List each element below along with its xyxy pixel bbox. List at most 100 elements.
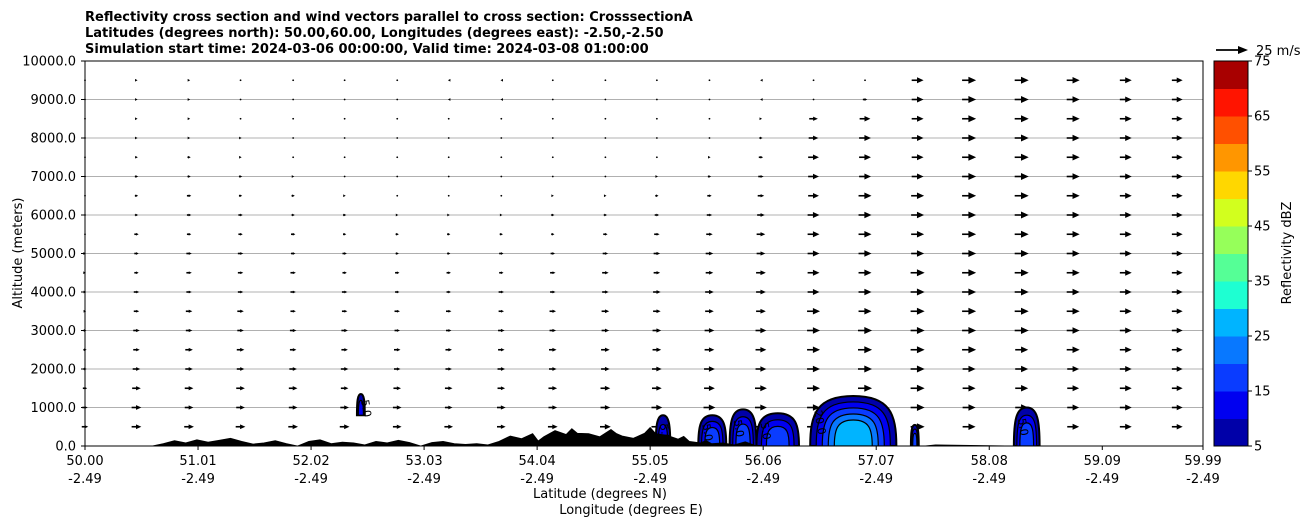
wind-vector bbox=[239, 155, 242, 159]
wind-vector bbox=[186, 271, 192, 275]
wind-vector bbox=[708, 98, 711, 101]
wind-vector bbox=[807, 250, 820, 257]
wind-vector-head bbox=[655, 175, 658, 178]
x-tick-label-lon: -2.49 bbox=[181, 472, 215, 487]
y-tick-label: 5000.0 bbox=[31, 247, 77, 262]
wind-vector-head bbox=[1021, 288, 1029, 296]
wind-vector-head bbox=[1176, 385, 1183, 391]
wind-vector bbox=[447, 232, 451, 236]
wind-vector-head bbox=[1125, 366, 1132, 372]
wind-vector-head bbox=[292, 194, 295, 198]
wind-vector-head bbox=[1125, 404, 1132, 411]
wind-vector-head bbox=[968, 230, 977, 238]
wind-vector bbox=[133, 290, 140, 294]
wind-vector bbox=[760, 98, 763, 101]
wind-vector bbox=[1066, 77, 1080, 84]
wind-vector bbox=[1119, 327, 1132, 334]
wind-vector-head bbox=[396, 252, 399, 255]
wind-vector bbox=[1066, 250, 1080, 257]
wind-vector-head bbox=[1021, 115, 1029, 123]
wind-vector-head bbox=[864, 231, 872, 238]
wind-vector bbox=[498, 309, 505, 313]
wind-vector-head bbox=[968, 211, 977, 219]
wind-vector bbox=[962, 115, 977, 123]
wind-vector-head bbox=[968, 95, 977, 104]
wind-vector-dot bbox=[708, 117, 711, 120]
wind-vector bbox=[341, 290, 348, 294]
wind-vector-head bbox=[916, 384, 925, 392]
wind-vector bbox=[549, 367, 557, 371]
wind-vector bbox=[396, 156, 399, 159]
wind-vector bbox=[396, 79, 399, 82]
wind-vector-head bbox=[916, 269, 925, 277]
wind-vector bbox=[551, 232, 555, 236]
wind-vector-dot bbox=[396, 156, 399, 159]
wind-vector bbox=[498, 290, 505, 294]
wind-vector bbox=[1015, 365, 1029, 373]
wind-vector bbox=[652, 385, 662, 391]
x-axis-ticks: 50.00 -2.49 51.01 -2.49 52.02 -2.49 53.03 -2.49… bbox=[66, 446, 1222, 487]
wind-vector bbox=[910, 307, 925, 315]
wind-vector-head bbox=[813, 116, 818, 121]
wind-vector bbox=[1119, 77, 1132, 84]
wind-vector-head bbox=[917, 77, 924, 84]
wind-vector bbox=[1119, 231, 1132, 238]
wind-vector bbox=[396, 117, 399, 120]
wind-vector-dot bbox=[343, 79, 346, 82]
wind-vector-head bbox=[188, 155, 191, 159]
wind-vector-head bbox=[1176, 424, 1183, 430]
wind-vector-head bbox=[344, 405, 349, 410]
wind-vector bbox=[858, 365, 873, 373]
wind-vector bbox=[500, 156, 503, 159]
wind-vector bbox=[447, 175, 450, 178]
contour-label: 5.0 bbox=[758, 421, 774, 440]
wind-vector-head bbox=[188, 290, 192, 294]
wind-vector bbox=[1171, 347, 1183, 353]
wind-vector-head bbox=[1176, 154, 1183, 160]
wind-vector-head bbox=[605, 271, 609, 275]
wind-vector bbox=[1014, 192, 1029, 200]
wind-vector bbox=[1066, 211, 1080, 219]
wind-vector-head bbox=[968, 172, 977, 181]
wind-vector bbox=[704, 328, 715, 333]
wind-vector-head bbox=[708, 366, 715, 372]
reflectivity-contours: 5.05.0 5.0 5.0 5.0 20.0 5.0 bbox=[355, 393, 1041, 446]
wind-vector bbox=[807, 231, 820, 238]
x-tick-label-lon: -2.49 bbox=[1085, 472, 1119, 487]
wind-vector-head bbox=[240, 271, 244, 275]
wind-vector bbox=[500, 194, 503, 197]
wind-vector-head bbox=[188, 386, 194, 391]
wind-vector bbox=[862, 98, 868, 101]
wind-vector bbox=[1119, 173, 1132, 180]
wind-vector-head bbox=[239, 194, 243, 198]
wind-vector bbox=[808, 154, 819, 160]
wind-vector bbox=[962, 134, 977, 142]
terrain-profile bbox=[85, 426, 1203, 446]
wind-vector-head bbox=[500, 405, 506, 410]
wind-vector-head bbox=[1021, 172, 1029, 181]
wind-vector bbox=[602, 271, 609, 275]
wind-vector bbox=[132, 386, 141, 391]
wind-vector bbox=[910, 403, 925, 412]
wind-vector bbox=[910, 269, 925, 277]
wind-vector bbox=[1171, 250, 1183, 257]
wind-vector-head bbox=[135, 136, 138, 140]
wind-vector bbox=[393, 348, 401, 352]
wind-vector bbox=[395, 252, 399, 255]
wind-vector-head bbox=[709, 194, 712, 198]
wind-vector bbox=[1014, 326, 1029, 335]
wind-vector bbox=[652, 347, 662, 352]
wind-vector bbox=[1014, 288, 1029, 296]
wind-vector-head bbox=[447, 252, 451, 255]
wind-vector-head bbox=[968, 269, 977, 277]
wind-vector-head bbox=[968, 288, 977, 296]
wind-vector-head bbox=[917, 154, 924, 161]
wind-vector-head bbox=[708, 328, 715, 333]
wind-vector-head bbox=[343, 194, 346, 198]
x-tick-label-lat: 59.09 bbox=[1084, 454, 1121, 469]
wind-vector bbox=[184, 386, 194, 391]
wind-vector bbox=[500, 117, 503, 120]
wind-vector-head bbox=[864, 346, 873, 354]
wind-vector-head bbox=[136, 348, 140, 352]
wind-vector bbox=[1171, 424, 1183, 430]
